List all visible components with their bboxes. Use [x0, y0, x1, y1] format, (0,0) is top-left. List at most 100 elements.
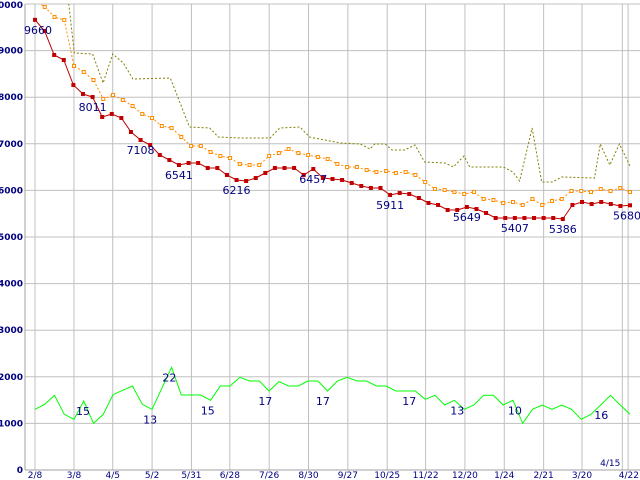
grid	[24, 3, 640, 471]
data-point-average	[462, 191, 467, 196]
data-point-average	[159, 123, 164, 128]
data-point-average	[628, 189, 632, 194]
data-point-price	[176, 163, 181, 168]
data-point-average	[81, 69, 86, 74]
data-point-average	[198, 143, 203, 148]
data-point-average	[179, 134, 184, 139]
data-point-average	[91, 78, 96, 83]
data-point-price	[138, 138, 143, 143]
x-tick-label: 1/24	[494, 471, 514, 480]
data-point-average	[189, 143, 194, 148]
data-point-price	[330, 176, 335, 181]
data-point-average	[62, 17, 67, 22]
data-point-average	[111, 93, 116, 98]
data-point-average	[101, 97, 106, 102]
data-point-price	[397, 191, 402, 196]
data-point-average	[588, 189, 593, 194]
data-point-average	[413, 172, 418, 177]
data-point-price	[349, 180, 354, 185]
data-point-average	[549, 198, 554, 203]
data-point-average	[364, 167, 369, 172]
data-point-price	[263, 170, 268, 175]
data-point-average	[208, 150, 213, 155]
data-point-average	[228, 156, 233, 161]
data-point-average	[559, 196, 564, 201]
data-point-average	[403, 169, 408, 174]
y-tick-label: 2000	[0, 373, 23, 383]
data-point-average	[52, 15, 57, 20]
data-point-price	[157, 152, 162, 157]
y-tick-label: 4000	[0, 280, 23, 290]
data-point-average	[296, 150, 301, 155]
data-point-average	[442, 187, 447, 192]
x-tick-label: 6/28	[220, 471, 240, 480]
data-point-price	[436, 202, 441, 207]
data-point-average	[471, 189, 476, 194]
data-point-price	[128, 130, 133, 135]
data-point-average	[72, 63, 77, 68]
data-point-price	[90, 95, 95, 100]
data-point-price	[71, 82, 76, 87]
x-tick-label: 7/26	[259, 471, 279, 480]
x-axis: 2/8 3/8 4/5 5/2 5/31 6/28 7/26 8/30 9/27 10/25 11/…	[28, 459, 639, 480]
data-point-average	[618, 185, 623, 190]
y-axis: 0 1000 2000 3000 4000 5000 6000 7000 8000 9000 100…	[0, 1, 23, 476]
data-point-average	[501, 200, 506, 205]
y-tick-label: 6000	[0, 186, 23, 196]
data-point-price	[109, 111, 114, 116]
data-point-price	[560, 217, 565, 222]
data-point-average	[540, 202, 545, 207]
data-label: 7108	[127, 144, 155, 157]
data-point-average	[218, 154, 223, 159]
data-point-average	[286, 146, 291, 151]
x-tick-label: 12/20	[452, 471, 478, 480]
data-label: 15	[76, 405, 90, 418]
data-point-price	[464, 204, 469, 209]
data-point-price	[311, 167, 316, 172]
data-point-price	[282, 165, 287, 170]
data-label: 15	[201, 404, 215, 417]
y-tick-label: 0	[17, 466, 23, 476]
x-tick-label: 8/30	[298, 471, 318, 480]
data-point-average	[345, 165, 350, 170]
data-point-price	[167, 158, 172, 163]
data-point-price	[541, 215, 546, 220]
data-point-price	[368, 185, 373, 190]
x-tick-label: 3/8	[67, 471, 82, 480]
data-point-average	[569, 189, 574, 194]
data-point-average	[608, 189, 613, 194]
data-point-price	[445, 207, 450, 212]
data-label: 5680	[613, 209, 640, 222]
data-point-average	[579, 189, 584, 194]
data-point-price	[340, 178, 345, 183]
x-tick-label: 4/15	[600, 459, 620, 469]
data-point-price	[196, 160, 201, 165]
data-point-price	[512, 215, 517, 220]
data-point-average	[267, 154, 272, 159]
data-point-price	[61, 57, 66, 62]
data-point-price	[551, 215, 556, 220]
series-line-count	[34, 365, 631, 425]
data-label: 6457	[299, 173, 327, 186]
data-point-average	[150, 115, 155, 120]
data-point-price	[205, 165, 210, 170]
x-tick-label: 2/8	[28, 471, 43, 480]
data-point-average	[315, 154, 320, 159]
y-tick-label: 7000	[0, 140, 23, 150]
x-tick-label: 5/31	[181, 471, 201, 480]
data-label: 13	[143, 413, 157, 426]
y-tick-label: 1000	[0, 419, 23, 429]
data-point-average	[452, 189, 457, 194]
data-point-price	[234, 178, 239, 183]
data-point-price	[33, 17, 37, 22]
data-point-price	[272, 165, 277, 170]
series-line-high	[68, 4, 631, 183]
data-label: 17	[258, 395, 272, 408]
data-point-average	[335, 161, 340, 166]
data-label: 17	[402, 395, 416, 408]
x-tick-label: 4/22	[619, 471, 639, 480]
data-point-price	[52, 52, 57, 57]
data-point-price	[618, 203, 623, 208]
data-point-price	[426, 200, 431, 205]
data-point-price	[148, 143, 153, 148]
